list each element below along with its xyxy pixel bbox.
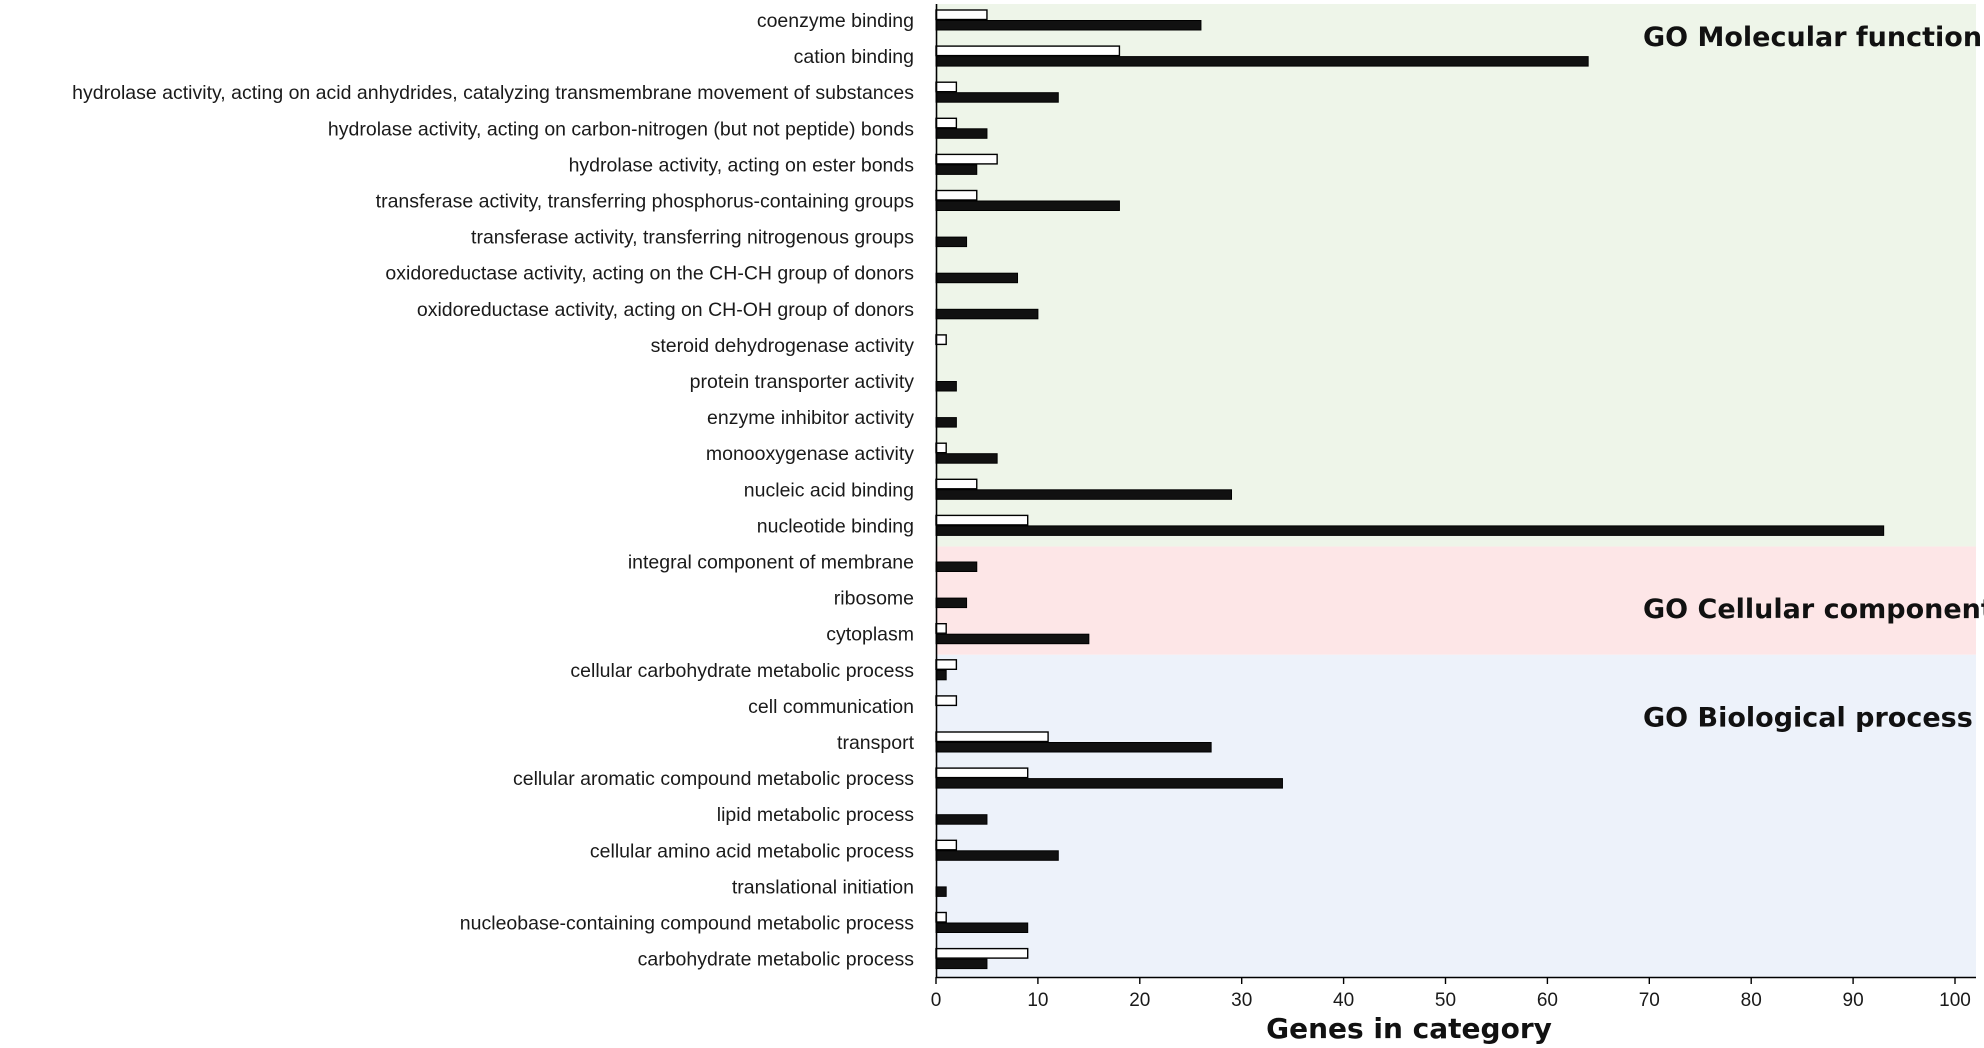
category-label: protein transporter activity <box>690 371 915 393</box>
bar-white <box>935 839 958 851</box>
category-label: carbohydrate metabolic process <box>638 949 915 971</box>
x-tick-label: 70 <box>1639 990 1660 1011</box>
category-label: oxidoreductase activity, acting on the C… <box>385 263 914 285</box>
x-axis-title: Genes in category <box>1266 1012 1552 1045</box>
bar-white <box>935 153 998 165</box>
bar-white <box>935 478 978 490</box>
bar-black <box>935 561 978 572</box>
category-label: cellular amino acid metabolic process <box>590 840 914 862</box>
bar-white <box>935 442 947 454</box>
bar-black <box>935 814 988 825</box>
bar-black <box>935 886 947 897</box>
section-band-2 <box>937 654 1976 977</box>
category-label: transferase activity, transferring phosp… <box>376 191 915 213</box>
category-label: transferase activity, transferring nitro… <box>471 227 914 249</box>
bar-white <box>935 695 958 707</box>
bar-white <box>935 189 978 201</box>
section-backgrounds <box>937 4 1976 977</box>
bar-white <box>935 45 1121 57</box>
category-label: cellular carbohydrate metabolic process <box>570 660 914 682</box>
x-tick-label: 90 <box>1843 990 1864 1011</box>
bar-black <box>935 489 1233 500</box>
x-tick-label: 80 <box>1741 990 1762 1011</box>
bar-black <box>935 669 947 681</box>
category-label: cation binding <box>794 46 914 68</box>
bar-black <box>935 742 1212 753</box>
bar-black <box>935 308 1039 320</box>
x-tick-label: 10 <box>1027 990 1048 1011</box>
x-tick-label: 40 <box>1333 990 1354 1011</box>
x-tick-label: 0 <box>931 990 942 1011</box>
category-label: ribosome <box>834 588 914 610</box>
bar-black <box>935 381 957 392</box>
bar-black <box>935 20 1202 31</box>
category-label: lipid metabolic process <box>717 804 915 826</box>
section-titles: GO Molecular function GO Cellular compone… <box>1643 22 1984 733</box>
bar-black <box>935 236 968 248</box>
bar-black <box>935 417 957 428</box>
x-tick-label: 50 <box>1435 990 1456 1011</box>
bar-black <box>935 597 968 609</box>
bar-black <box>935 453 998 464</box>
bar-white <box>935 81 958 93</box>
bar-black <box>935 525 1885 536</box>
category-label: steroid dehydrogenase activity <box>651 335 915 357</box>
bar-black <box>935 958 988 970</box>
section-title-1: GO Cellular component <box>1643 594 1984 625</box>
axes <box>935 4 1976 979</box>
category-label: coenzyme binding <box>757 10 914 32</box>
category-label: nucleotide binding <box>757 515 914 537</box>
x-tick-label: 20 <box>1129 990 1150 1011</box>
category-label: hydrolase activity, acting on carbon-nit… <box>328 118 914 140</box>
bar-black <box>935 633 1090 645</box>
category-label: hydrolase activity, acting on ester bond… <box>569 154 915 176</box>
bar-white <box>935 731 1049 743</box>
bar-black <box>935 272 1019 284</box>
bar-black <box>935 164 978 175</box>
bar-black <box>935 56 1589 67</box>
bar-black <box>935 922 1029 933</box>
bar-white <box>935 117 958 129</box>
bar-black <box>935 200 1120 211</box>
category-label: cytoplasm <box>826 624 914 646</box>
bar-black <box>935 128 988 139</box>
section-title-0: GO Molecular function <box>1643 22 1982 53</box>
category-label: hydrolase activity, acting on acid anhyd… <box>72 82 914 104</box>
x-tick-label: 30 <box>1231 990 1252 1011</box>
category-label: enzyme inhibitor activity <box>707 407 914 429</box>
bar-white <box>935 623 947 634</box>
category-label: integral component of membrane <box>628 552 914 574</box>
bar-white <box>935 947 1029 959</box>
section-band-0 <box>937 4 1976 547</box>
category-label: nucleic acid binding <box>744 479 914 501</box>
bar-white <box>935 334 947 346</box>
bar-white <box>935 514 1029 526</box>
category-label: oxidoreductase activity, acting on CH-OH… <box>417 299 914 321</box>
bar-black <box>935 92 1059 103</box>
category-label: transport <box>837 732 915 754</box>
bar-black <box>935 778 1283 789</box>
bar-white <box>935 767 1029 779</box>
x-tick-label: 60 <box>1537 990 1558 1011</box>
category-label: monooxygenase activity <box>706 443 914 465</box>
x-ticks: 0 10 20 30 40 50 60 70 80 90 100 <box>931 977 1971 1011</box>
category-labels: coenzyme binding cation binding hydrolase … <box>72 10 914 971</box>
category-label: cellular aromatic compound metabolic pro… <box>513 768 914 790</box>
section-title-2: GO Biological process <box>1643 702 1973 733</box>
bar-white <box>935 9 988 21</box>
category-label: cell communication <box>748 696 914 718</box>
bar-white <box>935 911 947 923</box>
bar-white <box>935 659 958 670</box>
bar-black <box>935 850 1059 861</box>
section-band-1 <box>937 546 1976 655</box>
category-label: nucleobase-containing compound metabolic… <box>460 913 914 935</box>
x-tick-label: 100 <box>1939 990 1971 1011</box>
category-label: translational initiation <box>732 876 914 898</box>
